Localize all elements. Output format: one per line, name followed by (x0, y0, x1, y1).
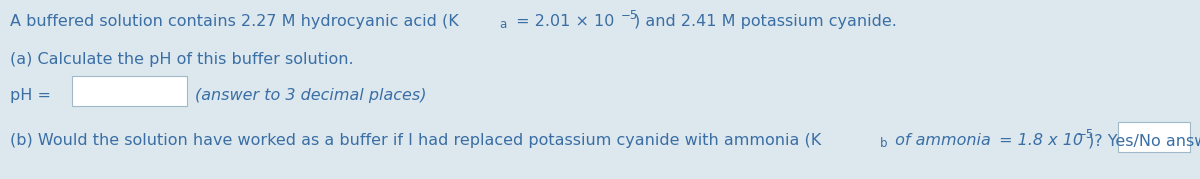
Text: ) and 2.41 M potassium cyanide.: ) and 2.41 M potassium cyanide. (634, 14, 896, 29)
Text: A buffered solution contains 2.27 M hydrocyanic acid (K: A buffered solution contains 2.27 M hydr… (10, 14, 458, 29)
Text: (a) Calculate the pH of this buffer solution.: (a) Calculate the pH of this buffer solu… (10, 52, 354, 67)
Text: = 2.01 × 10: = 2.01 × 10 (511, 14, 614, 29)
Text: −5: −5 (622, 9, 638, 22)
Text: −5: −5 (1078, 128, 1094, 141)
Text: pH =: pH = (10, 88, 50, 103)
Text: = 1.8 x 10: = 1.8 x 10 (994, 133, 1084, 148)
Text: of ammonia: of ammonia (890, 133, 991, 148)
Text: a: a (499, 18, 506, 31)
Text: (answer to 3 decimal places): (answer to 3 decimal places) (194, 88, 426, 103)
Text: b: b (880, 137, 888, 150)
Text: )? Yes/No answer: )? Yes/No answer (1088, 133, 1200, 148)
Text: (b) Would the solution have worked as a buffer if I had replaced potassium cyani: (b) Would the solution have worked as a … (10, 133, 821, 148)
